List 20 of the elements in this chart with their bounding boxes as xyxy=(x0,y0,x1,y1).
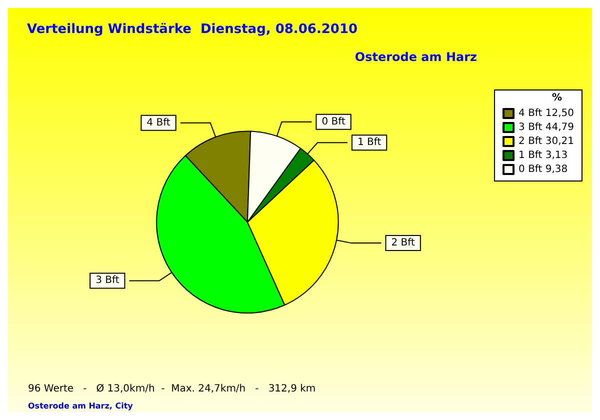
chart-subtitle: Osterode am Harz xyxy=(354,50,478,64)
data-label: 12,50 xyxy=(545,108,574,119)
legend-title: % xyxy=(552,92,562,104)
legend-label: 0 Bft xyxy=(518,164,542,175)
legend-label: 4 Bft xyxy=(518,108,542,119)
slice-label: 0 Bft xyxy=(322,116,346,128)
data-label: 3,13 xyxy=(545,150,568,161)
slice-label: 1 Bft xyxy=(357,137,382,148)
legend-label: 1 Bft xyxy=(518,150,542,161)
slice-label: 4 Bft xyxy=(146,117,170,128)
data-label: 9,38 xyxy=(545,164,568,175)
data-label: 44,79 xyxy=(545,122,574,133)
slice-label: 3 Bft xyxy=(96,275,120,286)
slice-label: 2 Bft xyxy=(391,238,415,249)
legend-label: 3 Bft xyxy=(518,122,542,133)
chart-title: Verteilung Windstärke Dienstag, 08.06.2010 xyxy=(27,22,358,37)
data-label: 30,21 xyxy=(545,136,574,147)
text: 96 Werte - Ø 13,0km/h - Max. 24,7km/h - 312,9 km xyxy=(28,384,316,394)
legend-label: 2 Bft xyxy=(518,136,542,147)
text: Osterode am Harz, City xyxy=(28,402,134,410)
